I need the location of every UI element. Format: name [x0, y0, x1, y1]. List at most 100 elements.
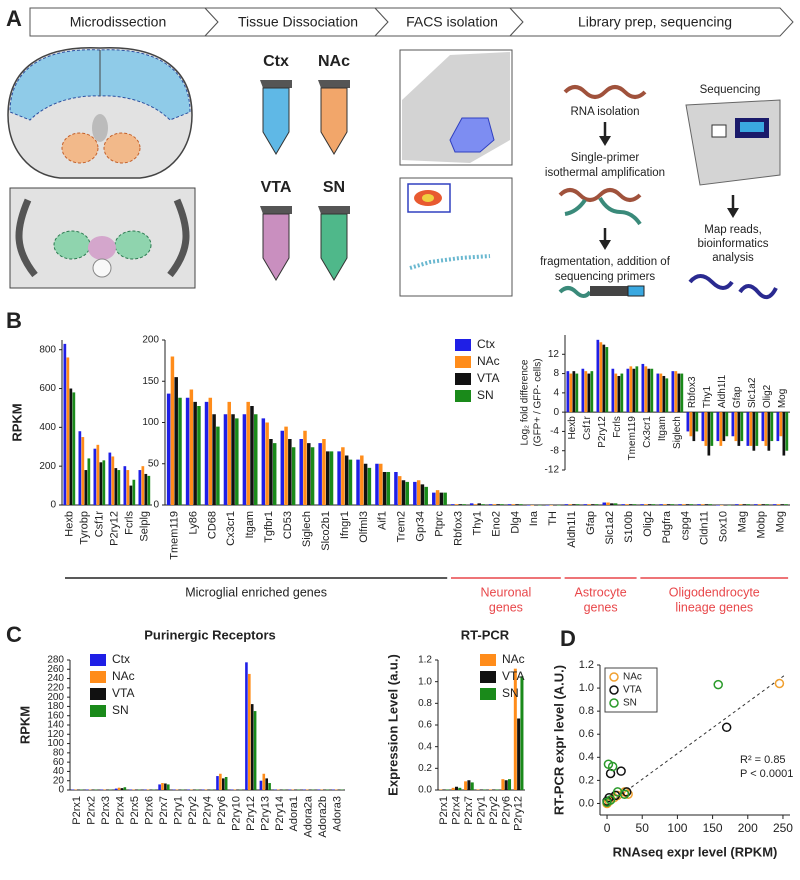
x-tick-label: P2rx7	[463, 796, 475, 825]
bar	[100, 789, 103, 791]
bar	[325, 451, 330, 505]
bar	[174, 377, 178, 505]
bar	[651, 504, 656, 505]
bar	[473, 504, 478, 505]
tube	[320, 213, 348, 281]
bar	[164, 783, 167, 790]
bar	[647, 368, 651, 413]
bar	[659, 373, 663, 413]
x-tick-label: P2rx4	[451, 796, 463, 825]
bar	[135, 789, 138, 791]
tube-label: NAc	[318, 53, 350, 70]
bar	[379, 463, 383, 505]
bar	[303, 430, 307, 505]
legend-swatch	[455, 356, 471, 368]
bar	[341, 447, 345, 505]
bar	[193, 401, 197, 505]
bar	[216, 426, 220, 505]
bar	[754, 504, 758, 505]
bar	[626, 368, 630, 413]
bar	[81, 437, 85, 505]
bar	[731, 412, 735, 437]
bar	[108, 452, 112, 505]
x-tick-label: Selplg	[138, 511, 150, 542]
tube	[318, 80, 350, 88]
y-axis-label: Log₂ fold difference	[520, 359, 531, 445]
bar	[138, 470, 142, 505]
bar	[143, 789, 147, 791]
bar	[495, 789, 499, 790]
bar	[248, 673, 251, 790]
y-axis-label: RT-PCR expr level (A.U.)	[551, 665, 566, 815]
x-tick-label: Slc1a2	[747, 377, 758, 408]
step-label: Map reads,	[704, 224, 762, 236]
bar	[617, 375, 621, 413]
brain-horizontal	[9, 187, 196, 289]
legend-swatch	[480, 671, 496, 683]
bar	[587, 373, 591, 413]
bar	[146, 789, 150, 791]
bar	[483, 789, 487, 790]
tube	[320, 87, 348, 155]
bar	[178, 397, 182, 505]
bar	[665, 378, 669, 413]
bar	[195, 789, 199, 791]
bar	[632, 368, 636, 413]
legend-label: VTA	[502, 669, 524, 683]
bar	[204, 789, 208, 791]
bar	[72, 392, 76, 505]
bar	[253, 711, 257, 790]
legend-label: SN	[502, 686, 519, 700]
bar	[519, 504, 523, 505]
primer	[627, 285, 645, 297]
y-tick-label: 220	[47, 682, 64, 693]
bar	[401, 480, 406, 505]
bar	[132, 789, 135, 791]
bar	[686, 412, 690, 432]
bar	[765, 504, 769, 505]
x-tick-label: Eno2	[490, 511, 502, 537]
x-tick-label: P2ry4	[201, 796, 213, 825]
x-tick-label: 100	[667, 821, 687, 835]
bar	[71, 789, 75, 791]
bar	[517, 718, 521, 790]
bar	[723, 505, 728, 506]
bar	[208, 397, 213, 505]
bar	[719, 505, 724, 506]
bar	[340, 789, 344, 791]
bar	[254, 414, 258, 505]
bar	[147, 475, 151, 505]
library-prep: RNA isolation Single-primer isothermal a…	[540, 85, 671, 298]
x-tick-label: P2ry14	[274, 796, 286, 831]
cdna-strand	[598, 196, 642, 226]
tube-label: SN	[323, 179, 345, 196]
bar	[670, 504, 675, 505]
x-tick-label: P2ry1	[475, 796, 487, 825]
bar	[629, 366, 633, 413]
cdna-strand	[558, 286, 592, 298]
bar	[84, 470, 88, 505]
bar	[442, 789, 446, 790]
legend-label: NAc	[502, 652, 525, 666]
legend-swatch	[480, 654, 496, 666]
bar	[625, 504, 629, 505]
bar	[435, 490, 440, 505]
bar	[611, 368, 615, 413]
bar	[735, 504, 739, 505]
bar	[382, 472, 387, 505]
bar	[602, 502, 606, 505]
sequencer-body	[685, 99, 781, 186]
x-tick-label: P2ry2	[187, 796, 199, 825]
bar	[671, 371, 675, 413]
group-label: genes	[584, 600, 618, 614]
x-tick-label: Mog	[777, 389, 788, 408]
x-tick-label: P2ry12	[597, 416, 608, 448]
y-tick-label: 200	[142, 335, 159, 346]
x-tick-label: Olig2	[762, 384, 773, 408]
bar	[337, 451, 341, 505]
y-tick-label: 280	[47, 655, 64, 666]
y-tick-label: 40	[53, 766, 65, 777]
bar	[458, 787, 462, 790]
bar	[207, 789, 211, 791]
